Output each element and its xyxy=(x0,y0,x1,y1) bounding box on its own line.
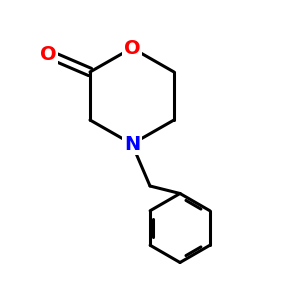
Text: O: O xyxy=(40,44,56,64)
Text: N: N xyxy=(124,134,140,154)
Text: O: O xyxy=(124,38,140,58)
